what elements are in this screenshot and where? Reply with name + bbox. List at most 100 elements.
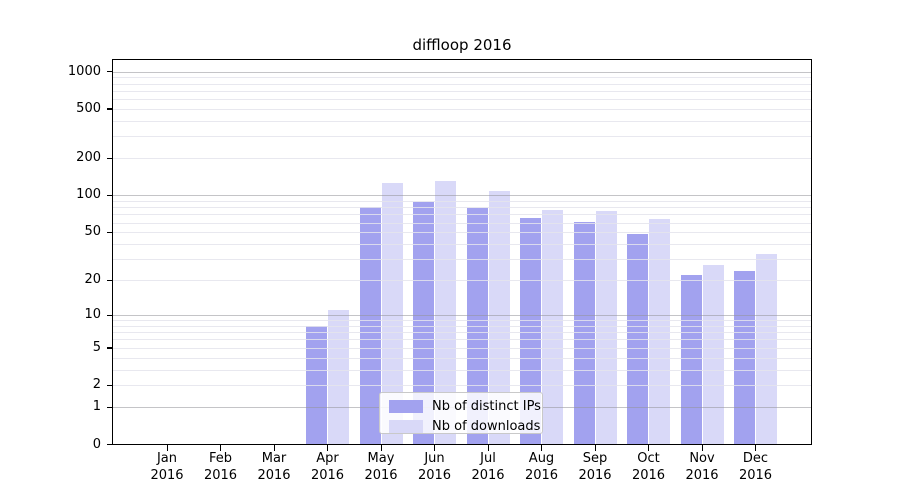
minor-gridline-400 — [113, 120, 811, 122]
x-tick-month: Apr — [316, 451, 339, 466]
x-tick-label-jul: Jul 2016 — [461, 451, 515, 484]
bar-downloads-may — [381, 182, 403, 445]
y-tick-mark-500 — [106, 108, 113, 110]
y-tick-mark-1 — [106, 406, 113, 408]
x-tick-month: Aug — [528, 451, 555, 466]
y-tick-label-200: 200 — [76, 150, 101, 166]
x-tick-mark-dec — [755, 444, 757, 451]
bar-distinct-ips-nov — [680, 275, 702, 445]
y-tick-label-0: 0 — [92, 436, 101, 452]
x-tick-year: 2016 — [257, 467, 291, 483]
x-tick-mark-jan — [166, 444, 168, 451]
x-tick-label-aug: Aug 2016 — [515, 451, 569, 484]
y-tick-mark-0 — [106, 444, 113, 446]
x-tick-mark-sep — [594, 444, 596, 451]
x-tick-year: 2016 — [738, 467, 773, 483]
minor-gridline-4 — [113, 357, 811, 359]
minor-gridline-8 — [113, 325, 811, 327]
x-tick-month: Jul — [480, 451, 496, 466]
minor-gridline-9 — [113, 320, 811, 322]
x-tick-mark-nov — [701, 444, 703, 451]
plot-area: Nb of distinct IPs Nb of downloads — [111, 58, 812, 445]
x-tick-month: Oct — [637, 451, 660, 466]
legend-swatch-distinct-ips — [389, 399, 423, 413]
x-tick-mark-feb — [220, 444, 222, 451]
legend-swatch-downloads — [389, 419, 423, 433]
legend-label-downloads: Nb of downloads — [432, 418, 541, 434]
x-tick-year: 2016 — [203, 467, 238, 483]
x-tick-label-may: May 2016 — [354, 451, 408, 484]
minor-gridline-800 — [113, 83, 811, 85]
minor-gridline-30 — [113, 259, 811, 261]
y-tick-label-5: 5 — [92, 339, 101, 355]
x-tick-label-dec: Dec 2016 — [729, 451, 783, 484]
y-tick-mark-100 — [106, 194, 113, 197]
x-tick-month: May — [367, 451, 395, 466]
y-tick-label-1: 1 — [92, 399, 101, 415]
x-tick-label-oct: Oct 2016 — [622, 451, 676, 484]
minor-gridline-6 — [113, 339, 811, 341]
chart-title: diffloop 2016 — [412, 36, 512, 54]
minor-gridline-300 — [113, 136, 811, 138]
y-tick-label-100: 100 — [76, 187, 101, 203]
x-tick-label-jan: Jan 2016 — [140, 451, 194, 484]
minor-gridline-5 — [113, 347, 811, 349]
y-tick-label-2: 2 — [92, 377, 101, 393]
major-gridline-100 — [113, 195, 811, 197]
x-tick-year: 2016 — [524, 467, 559, 483]
legend-item-downloads: Nb of downloads — [389, 418, 542, 434]
x-tick-label-apr: Apr 2016 — [301, 451, 355, 484]
y-tick-mark-20 — [106, 279, 113, 281]
y-tick-mark-50 — [106, 231, 113, 234]
major-gridline-1000 — [113, 71, 811, 73]
x-tick-label-mar: Mar 2016 — [247, 451, 301, 484]
x-tick-year: 2016 — [685, 467, 719, 483]
y-tick-label-500: 500 — [76, 100, 101, 116]
y-tick-mark-200 — [106, 157, 113, 159]
x-tick-year: 2016 — [150, 467, 184, 483]
x-tick-year: 2016 — [364, 467, 398, 483]
y-tick-mark-2 — [106, 384, 113, 386]
bar-downloads-oct — [649, 219, 670, 445]
y-tick-mark-1000 — [106, 71, 113, 73]
x-tick-mark-aug — [541, 444, 543, 451]
x-tick-mark-apr — [327, 444, 329, 451]
x-tick-mark-jun — [434, 444, 436, 451]
x-tick-year: 2016 — [471, 467, 505, 483]
x-tick-year: 2016 — [578, 467, 612, 483]
x-tick-month: Feb — [208, 451, 233, 466]
minor-gridline-40 — [113, 244, 811, 246]
bar-distinct-ips-apr — [306, 325, 327, 445]
minor-gridline-900 — [113, 77, 811, 79]
minor-gridline-3 — [113, 369, 811, 371]
minor-gridline-20 — [113, 280, 811, 282]
y-tick-mark-5 — [106, 347, 113, 349]
y-tick-label-1000: 1000 — [67, 63, 101, 79]
minor-gridline-500 — [113, 108, 811, 110]
minor-gridline-90 — [113, 200, 811, 202]
x-tick-month: Jan — [156, 451, 178, 466]
x-tick-month: Mar — [261, 451, 287, 466]
legend-label-distinct-ips: Nb of distinct IPs — [432, 398, 541, 414]
x-tick-label-jun: Jun 2016 — [408, 451, 462, 484]
x-tick-mark-jul — [487, 444, 489, 451]
bar-distinct-ips-aug — [520, 217, 541, 445]
x-tick-month: Jun — [424, 451, 445, 466]
x-tick-month: Dec — [742, 451, 769, 466]
legend: Nb of distinct IPs Nb of downloads — [379, 392, 543, 434]
minor-gridline-80 — [113, 207, 811, 209]
x-tick-label-feb: Feb 2016 — [194, 451, 248, 484]
y-tick-label-10: 10 — [84, 307, 101, 323]
bar-downloads-dec — [756, 254, 777, 445]
bar-downloads-apr — [328, 310, 349, 445]
bar-downloads-jul — [488, 190, 510, 445]
minor-gridline-700 — [113, 90, 811, 92]
bar-distinct-ips-oct — [627, 234, 648, 445]
x-tick-month: Nov — [689, 451, 715, 466]
x-tick-mark-may — [380, 444, 382, 451]
x-tick-year: 2016 — [631, 467, 666, 483]
y-tick-label-20: 20 — [84, 272, 101, 288]
legend-item-distinct-ips: Nb of distinct IPs — [389, 398, 542, 414]
minor-gridline-2 — [113, 385, 811, 387]
